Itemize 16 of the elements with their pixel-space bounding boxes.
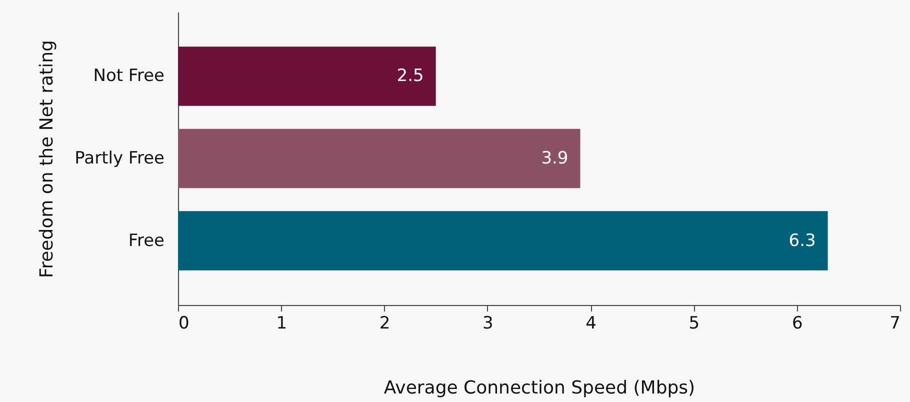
data-label: 3.9 — [541, 148, 568, 168]
y-axis-title: Freedom on the Net rating — [36, 40, 58, 278]
y-tick-label: Not Free — [93, 66, 164, 86]
x-tick-label: 4 — [586, 314, 596, 334]
x-tick-label: 5 — [688, 314, 700, 334]
x-tick-label: 2 — [379, 314, 390, 334]
x-tick-label: 1 — [276, 314, 288, 334]
x-tick-label: 6 — [792, 314, 803, 334]
x-tick-label: 3 — [482, 314, 494, 334]
x-tick-label: 7 — [890, 314, 900, 334]
y-tick-label: Partly Free — [74, 148, 164, 168]
data-label: 6.3 — [788, 230, 816, 251]
data-label: 2.5 — [396, 66, 424, 86]
y-tick-label: Free — [128, 230, 164, 251]
x-tick-label: 0 — [178, 314, 190, 334]
x-axis-title: Average Connection Speed (Mbps) — [384, 378, 696, 398]
